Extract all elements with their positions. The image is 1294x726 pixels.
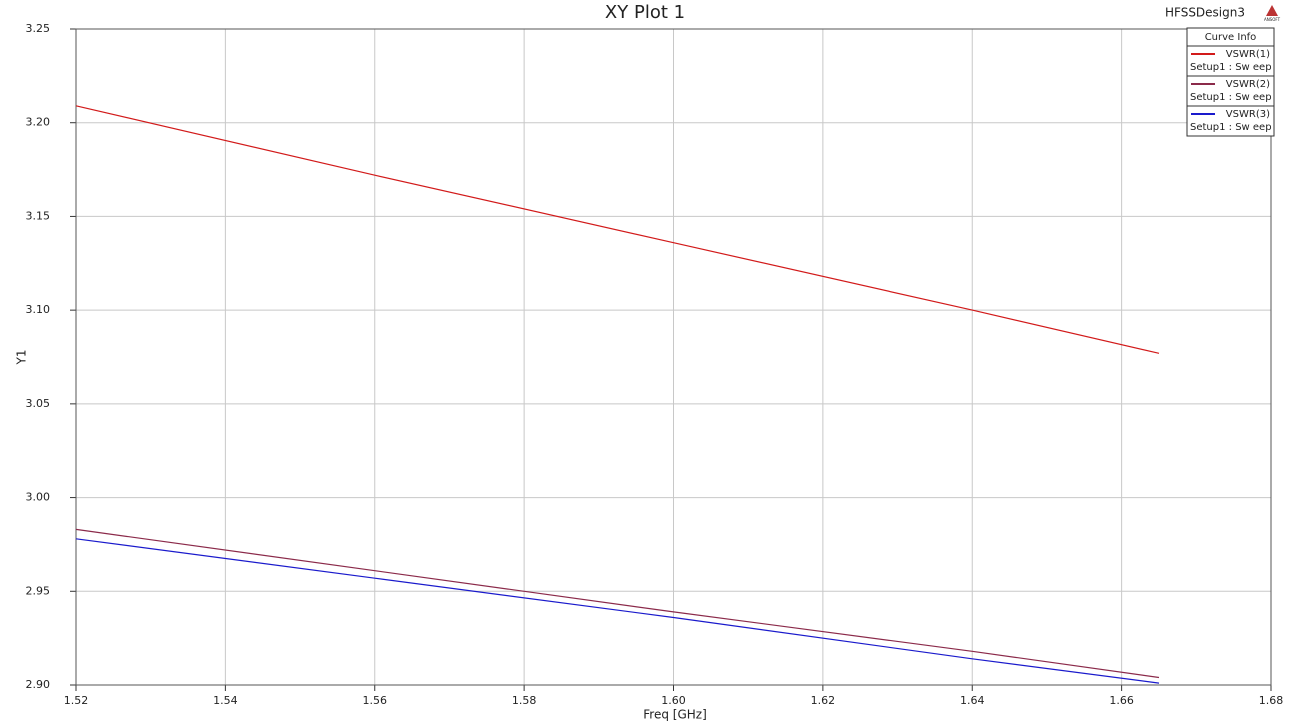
logo-icon — [1266, 5, 1278, 16]
x-tick-label: 1.62 — [811, 694, 836, 707]
legend-entry-box — [1186, 105, 1275, 137]
legend-source: Setup1 : Sw eep — [1190, 62, 1272, 73]
y-tick-label: 2.90 — [26, 678, 51, 691]
legend: Curve Info VSWR(1) Setup1 : Sw eep VSWR(2) S… — [1186, 27, 1275, 137]
series-line — [75, 105, 1160, 354]
plot-border — [75, 28, 1272, 686]
logo-text: ANSOFT — [1264, 17, 1281, 22]
y-tick-label: 3.15 — [26, 209, 51, 222]
legend-source: Setup1 : Sw eep — [1190, 122, 1272, 133]
series-line — [75, 538, 1160, 684]
x-tick-label: 1.58 — [512, 694, 537, 707]
x-tick-label: 1.56 — [363, 694, 388, 707]
y-tick-label: 3.05 — [26, 397, 51, 410]
y-tick-label: 2.95 — [26, 584, 51, 597]
legend-source: Setup1 : Sw eep — [1190, 92, 1272, 103]
y-tick-label: 3.00 — [26, 491, 51, 504]
x-tick-label: 1.54 — [213, 694, 238, 707]
series-line — [75, 528, 1160, 679]
legend-label: VSWR(1) — [1226, 49, 1270, 60]
chart-title: XY Plot 1 — [605, 2, 685, 23]
legend-label: VSWR(2) — [1226, 79, 1270, 90]
x-tick-label: 1.64 — [960, 694, 985, 707]
y-tick-label: 3.25 — [26, 22, 51, 35]
x-tick-label: 1.60 — [661, 694, 686, 707]
x-tick-label: 1.66 — [1109, 694, 1134, 707]
y-tick-label: 3.20 — [26, 116, 51, 129]
design-name: HFSSDesign3 — [1165, 6, 1245, 20]
x-axis-label: Freq [GHz] — [643, 708, 707, 722]
y-tick-label: 3.10 — [26, 303, 51, 316]
x-tick-label: 1.68 — [1259, 694, 1284, 707]
legend-title: Curve Info — [1205, 32, 1257, 43]
x-tick-label: 1.52 — [64, 694, 89, 707]
legend-label: VSWR(3) — [1226, 109, 1270, 120]
y-axis-label: Y1 — [15, 350, 29, 366]
